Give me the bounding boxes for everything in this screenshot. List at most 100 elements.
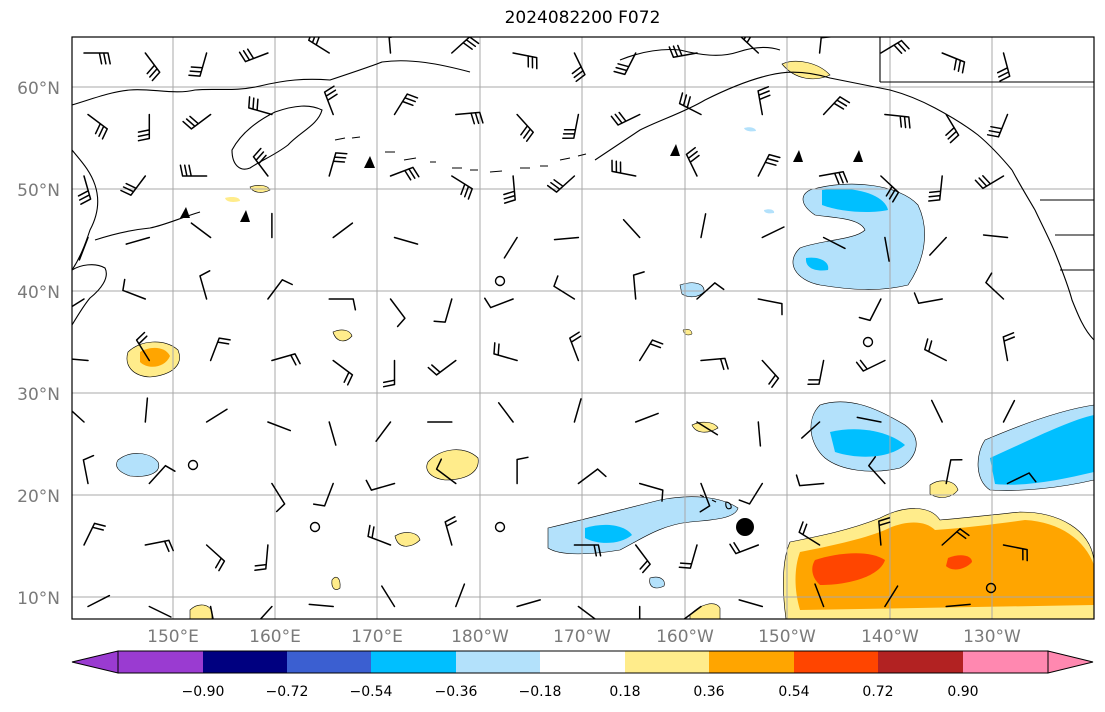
colorbar-cell [794,651,878,673]
wind-barb [632,271,645,300]
wind-barb [125,236,151,245]
wind-barb [577,468,607,485]
wind-barb [696,282,725,300]
colorbar-tick-label: 0.54 [778,684,809,700]
wind-barb [435,458,457,485]
wind-barb [801,421,821,439]
wind-barb [729,542,760,555]
wind-barb [77,175,92,205]
wind-barb [913,292,943,304]
colorbar-cell [118,651,203,673]
colorbar-extend-max [1047,650,1094,674]
wind-barb [868,456,886,485]
wind-barb [120,175,147,196]
wind-barb [427,359,457,376]
wind-barb [72,298,85,308]
lon-label: 170°E [351,627,403,647]
wind-barb [209,337,231,362]
wind-barb [82,454,95,485]
wind-barb [451,37,480,54]
colorbar-tick-label: 0.36 [693,684,724,700]
wind-barb [928,175,943,202]
wind-barb [84,668,108,683]
wind-barb [678,544,698,569]
wind-barb [822,96,851,116]
wind-barb [1002,544,1028,562]
lat-label: 10°N [17,589,60,609]
colorbar-frame [117,650,1049,674]
wind-barb [375,421,392,442]
wind-barb [740,37,760,54]
colorbar-tick-label: 0.18 [609,684,640,700]
wind-barb [858,298,882,322]
wind-barb [248,96,273,116]
wind-barb [610,111,641,126]
wind-barb [455,583,466,608]
wind-barb [738,599,764,608]
wind-barb [569,331,582,362]
wind-barb [308,603,334,608]
wind-barb [822,236,846,250]
wind-barb [982,234,1009,239]
wind-barb [484,297,514,309]
calm-wind-circles [187,275,997,594]
colorbar-cell [709,651,794,673]
colorbar-extend-min [71,650,119,674]
wind-barb [267,279,293,300]
wind-barb [884,585,899,608]
wind-barb [328,298,357,311]
wind-barb [884,236,890,262]
lon-label: 150°W [758,627,816,647]
wind-barb [757,86,771,116]
wind-barb [798,521,821,546]
wind-barb [72,410,85,423]
colorbar-cell [963,651,1048,673]
wind-barb [930,399,943,423]
wind-barb [573,544,602,557]
wind-barb [945,459,963,485]
wind-barb [252,147,269,177]
graticule [72,37,1094,619]
wind-barb [188,52,208,77]
wind-barb [880,39,910,54]
wind-barb [444,516,457,546]
wind-barb [179,164,208,177]
wind-barb [209,605,214,619]
lat-label: 30°N [17,385,60,405]
wind-barb [323,85,338,116]
wind-barb [238,48,269,63]
wind-barb [393,93,419,116]
wind-barb [571,52,586,83]
wind-barb [87,113,108,140]
wind-barb [205,544,226,572]
wind-barb [818,37,833,54]
wind-barb [562,113,580,139]
wind-barb [497,402,514,423]
wind-barb [807,359,825,385]
wind-barb [332,359,354,386]
lon-label: 140°W [861,627,919,647]
lon-label: 160°W [656,627,714,647]
colorbar-tick-label: −0.90 [182,684,225,700]
wind-barb [985,272,1005,300]
wind-barb [328,152,348,177]
wind-barbs [72,37,1037,683]
wind-barb [546,175,576,193]
wind-barb [757,153,781,177]
wind-barb [144,52,161,82]
lat-label: 20°N [17,487,60,507]
colorbar-tick-label: 0.72 [862,684,893,700]
colorbar-cell [456,651,540,673]
wind-barb [638,482,664,502]
wind-barb [700,213,707,239]
wind-barb [308,37,330,54]
wind-barb [696,421,719,436]
lat-label: 60°N [17,79,60,99]
lon-label: 170°W [553,627,611,647]
wind-barb [312,482,334,507]
wind-barb [924,338,947,362]
wind-barb [929,236,947,256]
wind-barb [941,528,970,546]
wind-barb [856,416,882,423]
